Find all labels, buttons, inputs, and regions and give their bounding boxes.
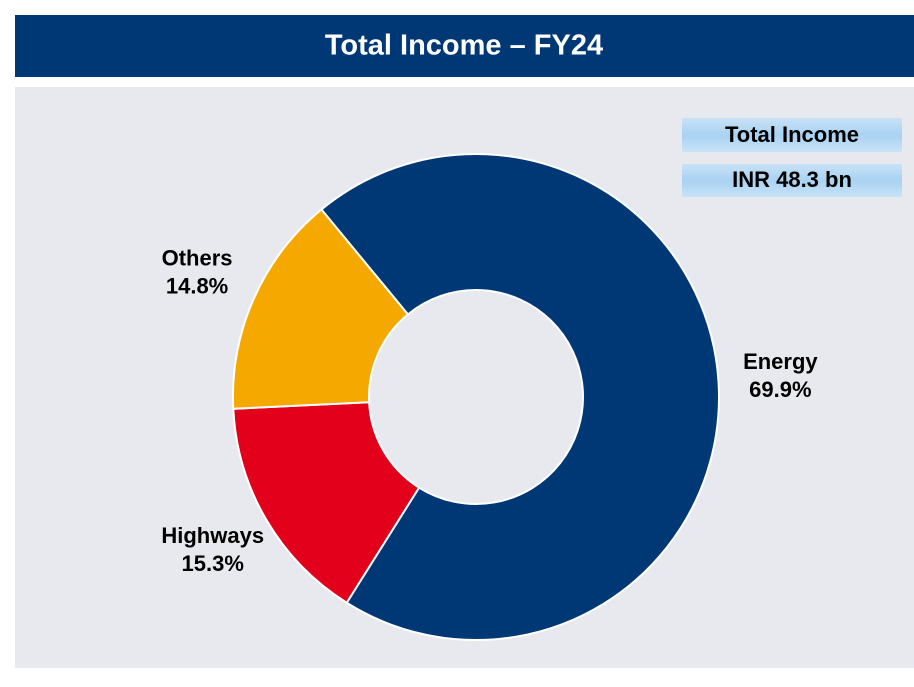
annotation-box bbox=[682, 118, 902, 152]
chart-title: Total Income – FY24 bbox=[325, 30, 603, 62]
annotation-box bbox=[682, 164, 902, 197]
slice bbox=[232, 401, 421, 605]
slice-value-label: 15.3% bbox=[182, 551, 244, 576]
annotation: Total Income bbox=[725, 122, 859, 147]
slice bbox=[320, 153, 720, 641]
title-bar bbox=[15, 15, 914, 77]
slice-value-label: 14.8% bbox=[166, 273, 228, 298]
slice-label: Energy bbox=[743, 349, 818, 374]
slice bbox=[232, 208, 410, 410]
slice-label: Others bbox=[162, 245, 233, 270]
slice-label: Highways bbox=[161, 523, 264, 548]
annotation: INR 48.3 bn bbox=[732, 167, 852, 192]
slice-value-label: 69.9% bbox=[749, 377, 811, 402]
